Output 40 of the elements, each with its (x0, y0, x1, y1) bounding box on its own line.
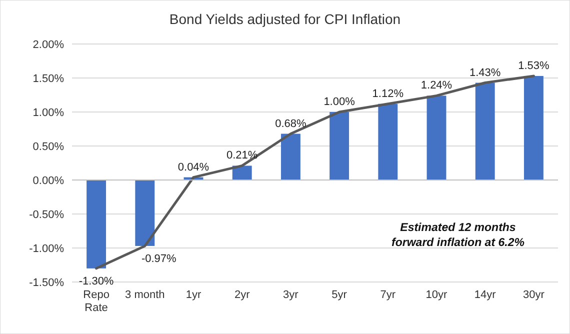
x-tick-label: 1yr (186, 289, 202, 301)
x-tick-label: 2yr (234, 289, 250, 301)
bar (232, 166, 252, 180)
data-label: 1.53% (518, 60, 550, 72)
x-tick-label: 5yr (332, 289, 348, 301)
x-tick-label: 14yr (474, 289, 496, 301)
bar (330, 112, 350, 180)
x-tick-label: 30yr (522, 289, 545, 301)
bar (378, 104, 398, 180)
y-tick-label: 1.00% (32, 106, 64, 119)
x-tick-label: 3yr (283, 289, 299, 301)
data-label: 0.68% (275, 118, 307, 130)
data-label: 1.24% (420, 80, 452, 92)
y-tick-label: 0.00% (32, 174, 64, 187)
data-label: 1.00% (324, 96, 356, 108)
bar (86, 180, 106, 268)
data-label: 1.12% (372, 88, 404, 100)
y-tick-label: 0.50% (32, 140, 64, 153)
bar (135, 180, 155, 246)
y-tick-label: -1.00% (29, 242, 64, 255)
x-tick-label: Repo Rate (83, 289, 110, 314)
chart-title: Bond Yields adjusted for CPI Inflation (169, 11, 401, 27)
y-tick-label: 1.50% (32, 72, 64, 85)
data-label: 0.04% (178, 161, 210, 174)
bar (475, 82, 495, 180)
bar (280, 134, 300, 180)
y-tick-label: 2.00% (32, 38, 64, 51)
data-label: -1.30% (78, 275, 114, 288)
data-label: 0.21% (226, 150, 258, 162)
line-series (95, 74, 535, 270)
x-tick-label: 10yr (426, 289, 448, 301)
annotation: Estimated 12 months forward inflation at 6.2% (392, 222, 524, 249)
x-tick-label: 3 month (125, 289, 165, 301)
data-label: 1.43% (470, 66, 501, 79)
bar (524, 76, 544, 180)
bar (426, 96, 446, 180)
y-tick-label: -0.50% (29, 208, 64, 221)
y-tick-label: -1.50% (29, 276, 64, 289)
x-tick-label: 7yr (380, 289, 396, 301)
data-label: -0.97% (141, 252, 177, 265)
